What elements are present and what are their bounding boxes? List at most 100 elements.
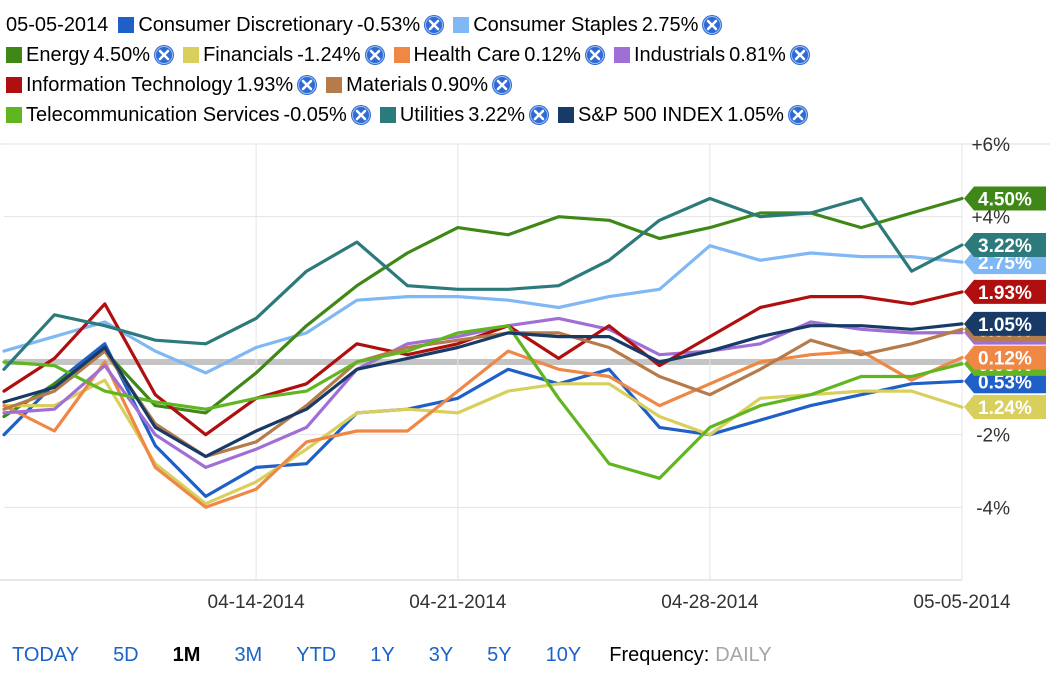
legend-item[interactable]: Consumer Discretionary -0.53% xyxy=(118,14,445,37)
legend-series-name: Energy xyxy=(26,43,90,66)
legend-swatch xyxy=(6,47,22,63)
legend-swatch xyxy=(326,77,343,93)
series-line xyxy=(2,244,964,375)
legend-series-change: 4.50% xyxy=(93,43,151,66)
range-button-10y[interactable]: 10Y xyxy=(545,643,582,666)
frequency-value[interactable]: DAILY xyxy=(715,643,772,666)
series-end-flag xyxy=(964,345,1046,370)
range-button-today[interactable]: TODAY xyxy=(12,643,80,666)
legend-swatch xyxy=(453,17,470,33)
series-end-flag xyxy=(964,279,1046,304)
legend-series-change: 0.12% xyxy=(524,43,581,66)
legend-series-change: 3.22% xyxy=(468,103,525,126)
legend-row: Information Technology 1.93% Materials 0.90… xyxy=(6,70,521,100)
legend-series-change: 2.75% xyxy=(641,13,699,36)
legend-series-name: Consumer Discretionary xyxy=(138,13,353,36)
legend-swatch xyxy=(6,107,22,123)
legend-series-change: 0.90% xyxy=(431,73,489,96)
remove-series-close-icon[interactable] xyxy=(584,44,606,66)
legend-series-change: 0.81% xyxy=(729,43,786,66)
series-end-label: 1.24% xyxy=(978,398,1032,419)
range-button-1y[interactable]: 1Y xyxy=(370,643,395,666)
series-end-label: 0.12% xyxy=(978,349,1032,370)
legend-series-name: Industrials xyxy=(633,43,726,66)
legend-series-change: 1.93% xyxy=(236,73,294,96)
remove-series-close-icon[interactable] xyxy=(423,14,445,36)
legend-item[interactable]: S&P 500 INDEX 1.05% xyxy=(557,103,809,127)
range-button-3y[interactable]: 3Y xyxy=(428,643,454,666)
series-line xyxy=(2,327,964,459)
series-line xyxy=(2,342,964,498)
range-selector: TODAY 5D 1M 3M YTD 1Y 3Y 5Y 10Y Frequency: DAILY xyxy=(0,640,1050,670)
series-line xyxy=(2,349,964,509)
series-end-flag xyxy=(964,233,1046,258)
legend-item[interactable]: Industrials 0.81% xyxy=(613,43,811,67)
range-button-ytd[interactable]: YTD xyxy=(296,643,337,666)
series-end-label: 2.75% xyxy=(978,253,1032,274)
legend-row: 05-05-2014 Consumer Discretionary -0.53% Co… xyxy=(6,10,731,40)
legend-series-change: -1.24% xyxy=(297,43,361,66)
legend-series-name: Telecommunication Services xyxy=(26,103,280,126)
legend-item[interactable]: Energy 4.50% xyxy=(6,44,175,67)
legend-swatch xyxy=(183,47,200,63)
remove-series-close-icon[interactable] xyxy=(350,104,372,126)
series-line xyxy=(2,196,964,371)
remove-series-close-icon[interactable] xyxy=(787,104,809,126)
legend-item[interactable]: Telecommunication Services -0.05% xyxy=(6,104,372,127)
legend-series-name: Information Technology xyxy=(26,73,233,96)
legend-swatch xyxy=(557,107,574,123)
series-end-label: 3.22% xyxy=(978,236,1032,257)
legend-item[interactable]: Utilities 3.22% xyxy=(379,103,550,127)
legend-swatch xyxy=(6,77,22,93)
legend-series-name: Utilities xyxy=(399,103,465,126)
legend-item[interactable]: Health Care 0.12% xyxy=(393,43,606,67)
frequency-label: Frequency: xyxy=(609,643,710,666)
remove-series-close-icon[interactable] xyxy=(364,44,386,66)
legend-series-change: -0.53% xyxy=(356,13,421,36)
remove-series-close-icon[interactable] xyxy=(491,74,513,96)
line-chart: +6% +4% -2% -4% 04-14-2014 04-21-2014 04-28-20… xyxy=(0,135,1050,613)
series-end-flag xyxy=(964,311,1046,336)
range-button-5y[interactable]: 5Y xyxy=(487,643,512,666)
legend-series-name: Financials xyxy=(203,43,294,66)
y-tick-label: -2% xyxy=(976,426,1010,447)
legend-series-name: Health Care xyxy=(413,43,521,66)
x-tick-label: 04-28-2014 xyxy=(661,592,759,613)
legend-swatch xyxy=(118,17,135,33)
series-end-flag xyxy=(964,186,1046,211)
remove-series-close-icon[interactable] xyxy=(789,44,811,66)
series-end-label: 0.53% xyxy=(978,372,1032,393)
x-tick-label: 05-05-2014 xyxy=(913,592,1011,613)
legend-swatch xyxy=(379,107,396,123)
range-button-1m[interactable]: 1M xyxy=(172,643,201,666)
series-end-label: 1.93% xyxy=(978,283,1032,304)
legend-series-name: S&P 500 INDEX xyxy=(577,103,724,126)
legend-item[interactable]: Materials 0.90% xyxy=(326,74,513,97)
legend-series-change: 1.05% xyxy=(727,103,784,126)
legend-series-name: Materials xyxy=(346,73,428,96)
series-line xyxy=(2,316,964,469)
y-tick-label: +4% xyxy=(971,208,1010,229)
x-tick-label: 04-21-2014 xyxy=(409,592,507,613)
series-line xyxy=(2,324,964,480)
legend-series-change: -0.05% xyxy=(283,103,347,126)
series-end-label: 1.05% xyxy=(978,315,1032,336)
remove-series-close-icon[interactable] xyxy=(528,104,550,126)
y-tick-label: +6% xyxy=(971,135,1010,156)
legend-swatch xyxy=(393,47,410,63)
legend-item[interactable]: Information Technology 1.93% xyxy=(6,74,318,97)
remove-series-close-icon[interactable] xyxy=(153,44,175,66)
legend-date: 05-05-2014 xyxy=(6,13,109,36)
legend-row: Telecommunication Services -0.05% Utilitie… xyxy=(6,100,817,130)
series-end-label: 4.50% xyxy=(978,190,1032,211)
legend-item[interactable]: Consumer Staples 2.75% xyxy=(453,14,723,37)
legend-swatch xyxy=(613,47,630,63)
remove-series-close-icon[interactable] xyxy=(296,74,318,96)
remove-series-close-icon[interactable] xyxy=(701,14,723,36)
legend-series-name: Consumer Staples xyxy=(473,13,638,36)
range-button-3m[interactable]: 3M xyxy=(234,643,263,666)
series-line xyxy=(2,322,964,459)
y-tick-label: -4% xyxy=(976,498,1010,519)
legend-item[interactable]: Financials -1.24% xyxy=(183,44,385,67)
range-button-5d[interactable]: 5D xyxy=(113,643,139,666)
